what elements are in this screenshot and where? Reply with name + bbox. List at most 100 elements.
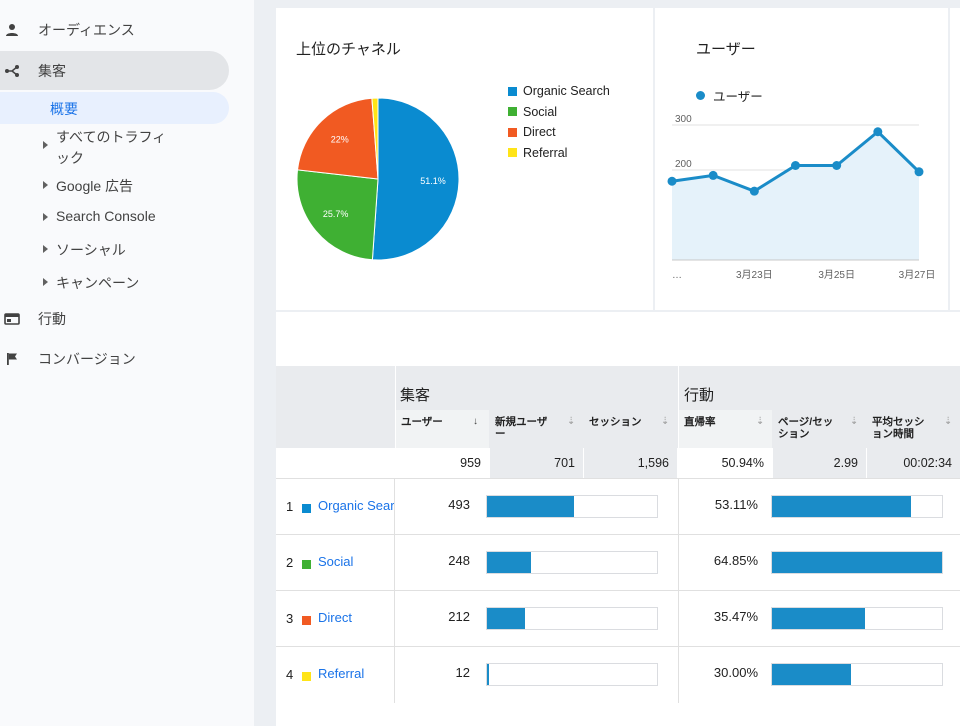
nav-sub-selected-bg [0, 92, 229, 124]
top-channels-title: 上位のチャネル [296, 41, 401, 58]
nav-search-console[interactable]: Search Console [0, 208, 156, 224]
users-point[interactable] [708, 170, 718, 180]
sort-icon[interactable]: ⇣ [661, 416, 670, 427]
column-header[interactable]: 直帰率 [684, 416, 716, 428]
bounce-bar [771, 551, 943, 574]
row-number: 1 [286, 499, 294, 514]
users-point[interactable] [667, 176, 677, 186]
pie-slice[interactable] [296, 97, 379, 180]
sort-icon[interactable]: ⇣ [567, 416, 576, 427]
nav-google-ads[interactable]: Google 広告 [0, 176, 133, 196]
bounce-bar [771, 495, 943, 518]
nav-behavior[interactable]: 行動 [0, 310, 66, 328]
nav-audience[interactable]: オーディエンス [0, 21, 135, 39]
legend-item[interactable]: Organic Search [508, 84, 610, 98]
column-header-bg [867, 410, 960, 448]
nav-audience-label: オーディエンス [38, 22, 135, 38]
sort-icon[interactable]: ⇣ [944, 416, 953, 427]
bounce-value: 30.00% [713, 665, 758, 680]
legend-item[interactable]: Direct [508, 125, 556, 139]
expand-arrow-icon [43, 181, 48, 189]
bounce-value: 35.47% [713, 609, 758, 624]
y-tick-label: 200 [675, 159, 692, 170]
channel-link[interactable]: Direct [318, 610, 352, 625]
expand-arrow-icon [43, 245, 48, 253]
users-area [672, 131, 919, 260]
partial-card [950, 8, 960, 310]
legend-item[interactable]: Social [508, 105, 557, 119]
divider [394, 647, 395, 703]
users-value: 248 [448, 553, 470, 568]
column-header-bg [584, 410, 677, 448]
nav-social[interactable]: ソーシャル [0, 240, 126, 260]
users-bar-fill [487, 664, 490, 685]
sort-icon[interactable]: ⇣ [850, 416, 859, 427]
users-point[interactable] [832, 161, 842, 170]
legend-swatch [508, 107, 517, 116]
pie-slice[interactable] [296, 169, 379, 261]
column-header[interactable]: 平均セッシ ョン時間 [872, 416, 925, 440]
users-bar-fill [487, 496, 575, 517]
users-point[interactable] [873, 127, 883, 137]
channel-link[interactable]: Referral [318, 666, 365, 681]
legend-label: Social [523, 104, 558, 119]
total-cell: 2.99 [773, 448, 866, 478]
users-bar [486, 663, 658, 686]
nav-campaigns[interactable]: キャンペーン [0, 273, 139, 293]
column-header[interactable]: ページ/セッ ション [778, 416, 834, 440]
nav-all-traffic-label-1: すべてのトラフィ [56, 129, 167, 145]
column-header-bg [773, 410, 866, 448]
legend-item[interactable]: Referral [508, 146, 567, 160]
divider [394, 591, 395, 647]
nav-acquisition[interactable]: 集客 [0, 62, 66, 80]
x-tick-label: 3月25日 [818, 269, 855, 281]
divider [678, 591, 679, 647]
nav-overview[interactable]: 概要 [50, 99, 78, 119]
top-channels-card: 上位のチャネル 51.1% 25.7% 22% Organic Search Soci… [276, 8, 653, 310]
users-bar-fill [487, 552, 532, 573]
nav-all-traffic[interactable]: すべてのトラフィ ック [0, 127, 166, 169]
legend-swatch [508, 127, 517, 137]
row-color-swatch [302, 504, 311, 513]
sort-desc-icon[interactable]: ↓ [473, 416, 478, 427]
users-legend-label: ユーザー [713, 90, 763, 104]
sort-icon[interactable]: ⇣ [756, 416, 765, 427]
total-cell: 959 [396, 448, 489, 478]
column-header[interactable]: 新規ユーザ ー [495, 416, 548, 440]
pie-slice[interactable] [371, 97, 460, 261]
bounce-bar-fill [772, 608, 865, 629]
users-legend-dot [696, 91, 705, 100]
users-point[interactable] [914, 167, 924, 177]
nav-behavior-label: 行動 [38, 311, 66, 327]
users-point[interactable] [791, 161, 800, 170]
users-value: 493 [448, 497, 470, 512]
nav-conversions[interactable]: コンバージョン [0, 350, 136, 368]
divider [678, 647, 679, 703]
users-bar [486, 495, 658, 518]
table-row: 2 Social 248 64.85% [276, 534, 960, 591]
column-header[interactable]: セッション [589, 416, 642, 428]
acquisition-icon [4, 63, 20, 79]
bounce-value: 53.11% [714, 497, 758, 512]
total-label-cell [276, 448, 395, 478]
nav-social-label: ソーシャル [56, 242, 126, 258]
users-bar [486, 551, 658, 574]
bounce-value: 64.85% [713, 553, 758, 568]
nav-google-ads-label: Google 広告 [56, 178, 134, 194]
expand-arrow-icon [43, 278, 48, 286]
channel-link[interactable]: Social [318, 554, 354, 569]
column-header[interactable]: ユーザー [401, 416, 443, 428]
divider [394, 535, 395, 591]
bounce-bar-fill [772, 496, 912, 517]
users-point[interactable] [749, 186, 759, 196]
pie-slice[interactable] [371, 97, 379, 180]
pie-slice-label: 51.1% [420, 176, 446, 186]
total-cell: 701 [490, 448, 583, 478]
row-color-swatch [302, 672, 311, 681]
nav-conversions-label: コンバージョン [38, 351, 136, 367]
bounce-bar [771, 663, 943, 686]
table-row: 1 Organic Search 493 53.11% [276, 478, 960, 535]
channel-link[interactable]: Organic Search [318, 498, 394, 513]
